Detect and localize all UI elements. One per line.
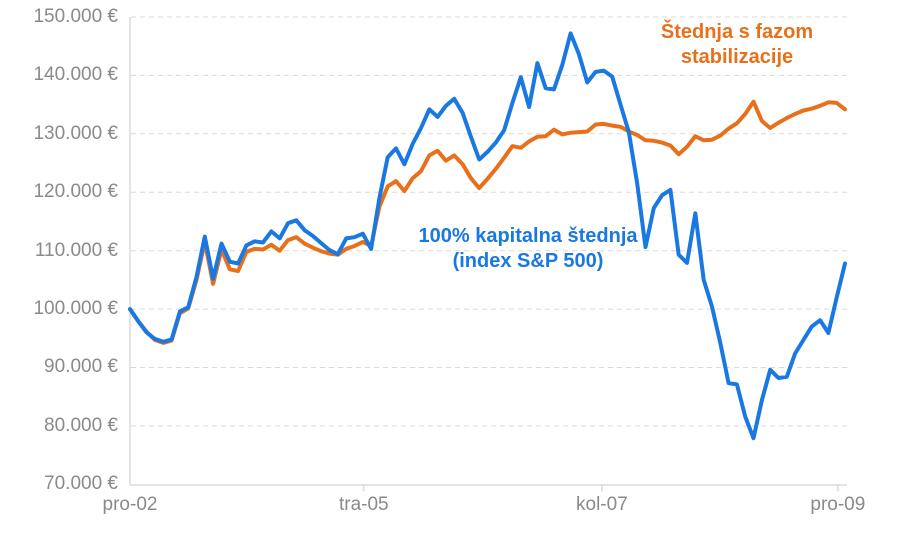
- annotation-equity: 100% kapitalna štednja (index S&P 500): [419, 224, 638, 274]
- y-axis-label: 70.000 €: [44, 473, 118, 495]
- annotation-stabilization-line2: stabilizacije: [680, 46, 794, 68]
- y-axis-label: 140.000 €: [33, 64, 118, 86]
- y-axis-label: 120.000 €: [33, 181, 118, 203]
- annotation-equity-line2: (index S&P 500): [452, 250, 604, 272]
- y-axis-label: 100.000 €: [33, 298, 118, 320]
- annotation-equity-line1: 100% kapitalna štednja: [418, 225, 638, 247]
- annotation-stabilization-line1: Štednja s fazom: [660, 21, 814, 43]
- x-axis-label: kol-07: [576, 494, 628, 515]
- y-axis-label: 90.000 €: [44, 356, 118, 378]
- x-axis-label: pro-09: [810, 494, 866, 515]
- y-axis-label: 80.000 €: [44, 414, 118, 436]
- y-axis-label: 110.000 €: [34, 239, 118, 261]
- x-axis-label: tra-05: [338, 494, 389, 515]
- series-line-stabilization: [128, 99, 847, 345]
- series-line-equity: [128, 31, 847, 441]
- y-axis-label: 130.000 €: [33, 122, 118, 144]
- annotation-stabilization: Štednja s fazom stabilizacije: [661, 20, 813, 70]
- y-axis-label: 150.000 €: [33, 6, 118, 27]
- x-axis-label: pro-02: [102, 494, 158, 515]
